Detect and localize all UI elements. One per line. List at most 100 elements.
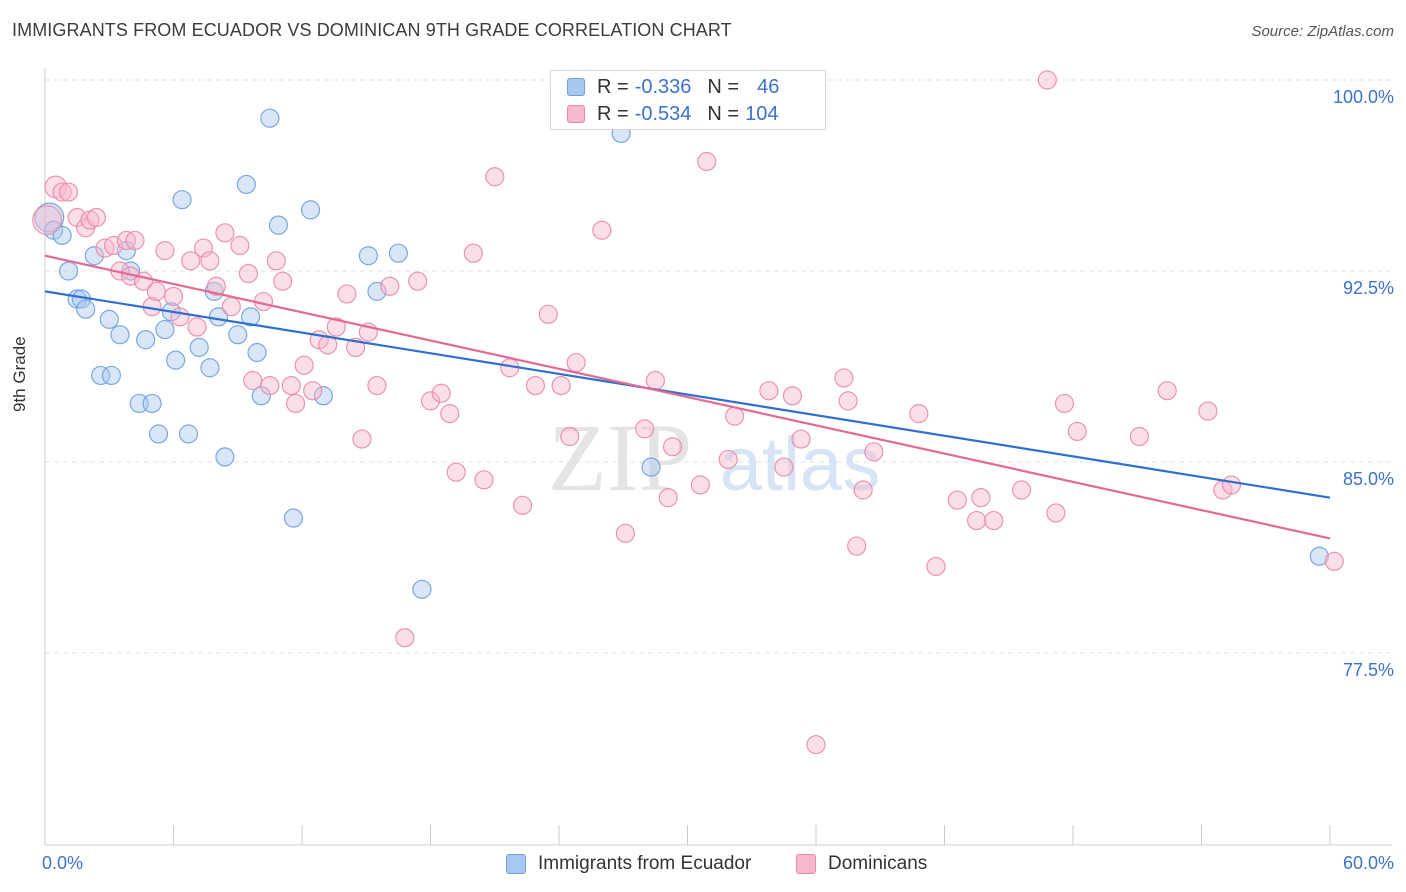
ecuador-point bbox=[367, 281, 387, 301]
dominican-point bbox=[847, 536, 867, 556]
ecuador-point bbox=[313, 386, 334, 406]
ecuador-swatch bbox=[567, 78, 585, 96]
legend-item-ecuador[interactable]: Immigrants from Ecuador bbox=[506, 852, 751, 876]
legend-label: Dominicans bbox=[828, 853, 928, 874]
ecuador-point bbox=[136, 330, 156, 350]
stats-row-dominicans: R = -0.534 N = 104 bbox=[567, 103, 778, 125]
dominican-point bbox=[1037, 70, 1057, 90]
dominican-point bbox=[170, 307, 190, 327]
dominican-point bbox=[187, 317, 207, 337]
dominican-point bbox=[1221, 475, 1242, 495]
dominican-point bbox=[32, 205, 63, 236]
dominican-point bbox=[1054, 393, 1075, 414]
dominican-point bbox=[200, 251, 220, 271]
dominican-point bbox=[566, 353, 586, 373]
dominican-point bbox=[463, 243, 483, 263]
ecuador-point bbox=[58, 261, 79, 281]
ecuador-point bbox=[300, 200, 321, 220]
dominican-point bbox=[420, 391, 441, 411]
r-value: -0.534 bbox=[634, 102, 692, 125]
dominican-point bbox=[238, 263, 259, 284]
dominican-point bbox=[303, 381, 323, 401]
ecuador-point bbox=[99, 309, 119, 329]
ecuador-point bbox=[52, 225, 72, 245]
dominicans-swatch bbox=[796, 854, 816, 874]
dominican-point bbox=[525, 376, 546, 396]
dominican-point bbox=[281, 376, 301, 396]
dominican-point bbox=[774, 457, 794, 477]
dominican-point bbox=[103, 235, 124, 256]
stats-legend: R = -0.336 N = 46 R = -0.534 N = 104 bbox=[550, 70, 826, 130]
dominican-point bbox=[273, 271, 293, 291]
ecuador-point bbox=[247, 342, 267, 363]
ecuador-swatch bbox=[506, 854, 526, 874]
ecuador-point bbox=[260, 108, 280, 128]
dominican-point bbox=[431, 383, 451, 403]
dominican-point bbox=[446, 462, 466, 482]
dominican-point bbox=[718, 449, 738, 470]
dominican-point bbox=[181, 251, 201, 271]
ecuador-point bbox=[101, 365, 121, 386]
dominican-point bbox=[221, 297, 241, 317]
x-min-label: 0.0% bbox=[42, 853, 84, 873]
dominican-point bbox=[230, 235, 250, 256]
dominican-point bbox=[791, 429, 811, 449]
grid-lines bbox=[45, 79, 1392, 654]
legend-item-dominicans[interactable]: Dominicans bbox=[796, 852, 927, 876]
dominican-point bbox=[380, 276, 400, 296]
dominican-point bbox=[926, 556, 946, 577]
ecuador-point bbox=[358, 246, 378, 266]
dominican-point bbox=[206, 276, 226, 296]
dominican-point bbox=[260, 376, 280, 396]
n-value: 46 bbox=[757, 75, 780, 98]
ecuador-point bbox=[155, 319, 175, 340]
dominican-point bbox=[834, 368, 854, 388]
dominican-point bbox=[125, 230, 145, 251]
dominican-point bbox=[215, 223, 235, 243]
ecuador-trend-line bbox=[44, 290, 1331, 499]
dominican-point bbox=[86, 207, 107, 228]
ecuador-point bbox=[178, 424, 199, 444]
dominican-point bbox=[294, 355, 314, 375]
dominican-point bbox=[408, 271, 428, 291]
chart-title: IMMIGRANTS FROM ECUADOR VS DOMINICAN 9TH… bbox=[12, 20, 732, 40]
legend-label: Immigrants from Ecuador bbox=[538, 853, 752, 874]
ecuador-point bbox=[91, 365, 111, 386]
dominican-point bbox=[662, 437, 683, 457]
ecuador-point bbox=[110, 325, 130, 345]
ecuador-point bbox=[228, 325, 248, 345]
n-label: N = bbox=[707, 102, 740, 125]
dominican-point bbox=[1157, 381, 1177, 401]
dominican-point bbox=[352, 429, 372, 449]
dominican-point bbox=[474, 470, 494, 490]
dominican-point bbox=[155, 241, 175, 261]
r-label: R = bbox=[597, 102, 629, 125]
ecuador-point bbox=[388, 243, 408, 263]
ecuador-point bbox=[1309, 546, 1329, 566]
dominican-point bbox=[395, 628, 415, 648]
dominican-point bbox=[971, 488, 991, 508]
dominican-point bbox=[560, 426, 580, 447]
dominican-point bbox=[440, 404, 460, 424]
dominican-point bbox=[984, 510, 1004, 531]
ecuador-point bbox=[76, 299, 96, 319]
dominican-point bbox=[538, 304, 558, 324]
dominican-point bbox=[337, 284, 357, 304]
dominican-point bbox=[326, 317, 346, 337]
data-points bbox=[32, 70, 1344, 755]
dominican-point bbox=[551, 376, 571, 396]
stats-row-ecuador: R = -0.336 N = 46 bbox=[567, 76, 779, 98]
ecuador-point bbox=[641, 457, 661, 477]
dominican-point bbox=[485, 167, 505, 187]
ecuador-point bbox=[34, 202, 65, 233]
ecuador-point bbox=[166, 350, 186, 370]
dominican-point bbox=[512, 495, 533, 515]
trend-lines bbox=[44, 254, 1331, 540]
y-axis-title: 9th Grade bbox=[10, 336, 29, 412]
dominican-point bbox=[146, 281, 166, 301]
dominican-point bbox=[645, 370, 665, 391]
r-label: R = bbox=[597, 75, 629, 98]
dominican-point bbox=[909, 404, 929, 424]
ecuador-point bbox=[236, 174, 256, 195]
